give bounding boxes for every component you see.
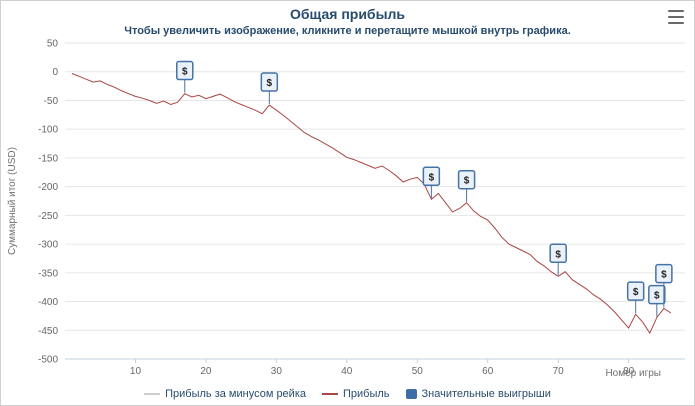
legend-label: Прибыль за минусом рейка [165, 388, 306, 400]
x-tick-label: 50 [412, 366, 424, 377]
win-flag-symbol: $ [429, 172, 435, 183]
x-tick-label: 30 [271, 366, 283, 377]
x-tick-label: 70 [553, 366, 565, 377]
legend-line-sample [322, 393, 338, 395]
hamburger-icon [668, 10, 684, 12]
chart-plot-area[interactable]: 50 0 -50 -100 -150 -200 -250 -300 -350 -400 -450 -5… [1, 1, 694, 383]
legend-item-profit[interactable]: Прибыль [322, 388, 390, 400]
chart-subtitle: Чтобы увеличить изображение, кликните и … [124, 25, 571, 37]
win-flag-marker[interactable] [626, 281, 645, 301]
legend-flag-sample [405, 389, 417, 399]
y-axis-title: Суммарный итог (USD) [7, 147, 18, 255]
y-tick-label: -350 [38, 268, 58, 279]
export-menu-button[interactable] [668, 9, 684, 25]
win-flag-marker[interactable] [648, 284, 666, 305]
y-tick-label: -500 [38, 355, 58, 366]
win-flag-symbol: $ [661, 270, 667, 281]
x-axis-title: Номер игры [605, 368, 661, 379]
y-tick-label: -50 [44, 96, 59, 107]
legend-item-rake-profit[interactable]: Прибыль за минусом рейка [144, 388, 306, 400]
win-flag-marker[interactable] [260, 72, 279, 92]
profit-line [71, 73, 672, 335]
hamburger-icon [668, 16, 684, 18]
win-flag-symbol: $ [464, 176, 470, 187]
y-tick-label: -150 [38, 153, 58, 164]
x-tick-label: 60 [482, 366, 494, 377]
x-tick-label: 10 [130, 366, 142, 377]
y-tick-label: 0 [52, 67, 58, 78]
win-flag-symbol: $ [267, 78, 273, 89]
legend-label: Значительные выигрыши [421, 388, 551, 400]
y-tick-label: -450 [38, 326, 58, 337]
x-tick-label: 40 [341, 366, 353, 377]
win-flag-symbol: $ [633, 287, 639, 298]
x-tick-label: 20 [200, 366, 212, 377]
y-tick-label: -200 [38, 182, 58, 193]
y-tick-label: 50 [47, 39, 59, 50]
legend-item-big-wins[interactable]: Значительные выигрыши [405, 388, 551, 400]
win-flag-marker[interactable] [549, 243, 567, 264]
win-flag-symbol: $ [182, 67, 188, 78]
y-tick-label: -100 [38, 125, 58, 136]
win-flag-marker[interactable] [457, 169, 476, 190]
win-flag-marker[interactable] [176, 60, 194, 81]
chart-title: Общая прибыль [289, 6, 406, 22]
win-flag-marker[interactable] [655, 263, 673, 284]
y-tick-label: -300 [38, 240, 58, 251]
chart-legend: Прибыль за минусом рейка Прибыль Значите… [1, 388, 694, 400]
win-flag-symbol: $ [555, 249, 561, 260]
win-flag-marker[interactable] [422, 166, 441, 187]
y-tick-label: -400 [38, 297, 58, 308]
y-tick-label: -250 [38, 211, 58, 222]
win-flag-symbol: $ [654, 291, 660, 302]
hamburger-icon [668, 22, 684, 24]
legend-line-sample [144, 393, 161, 395]
legend-label: Прибыль [343, 388, 390, 400]
x-tick-label: 80 [623, 366, 635, 377]
